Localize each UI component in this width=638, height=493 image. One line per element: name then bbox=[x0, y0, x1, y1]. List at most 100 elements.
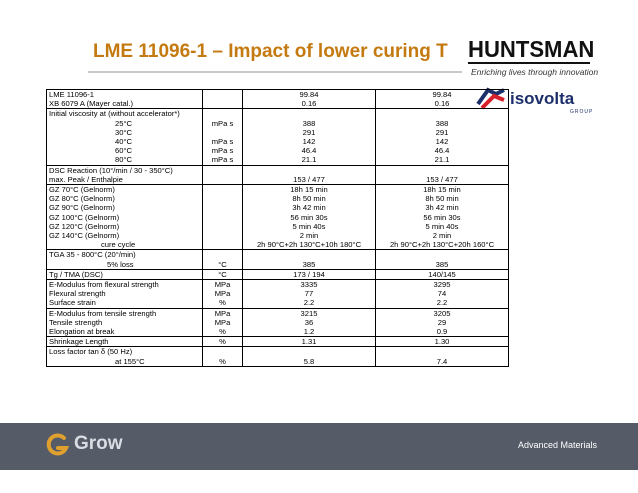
row-value-b-line: 7.4 bbox=[436, 356, 448, 366]
row-value-b-line: 46.4 bbox=[434, 146, 450, 156]
row-unit-cell: MPa MPa% bbox=[202, 307, 243, 338]
row-value-a-line: 142 bbox=[302, 137, 316, 146]
row-label-line: Surface strain bbox=[49, 298, 96, 308]
table-row: TGA 35 - 800°C (20°/min) 5% loss °C 385 385 bbox=[46, 249, 509, 270]
row-value-a-line: 0.16 bbox=[301, 99, 317, 109]
row-value-b-cell: 3295 74 2.2 bbox=[375, 279, 509, 309]
row-value-b-line: 3295 bbox=[433, 280, 451, 290]
row-value-b-line: 29 bbox=[437, 317, 447, 327]
row-value-a-line: 291 bbox=[302, 127, 316, 137]
row-unit-line bbox=[205, 128, 240, 137]
row-label-line: LME 11096-1 bbox=[49, 90, 95, 99]
row-value-a-cell: 153 / 477 bbox=[242, 164, 376, 186]
row-value-a-cell: 5.8 bbox=[242, 346, 376, 367]
row-value-b-line: 3h 42 min bbox=[425, 203, 459, 213]
row-unit-line bbox=[205, 251, 240, 260]
row-unit-line: °C bbox=[218, 259, 227, 269]
row-value-a-cell: 173 / 194 bbox=[242, 268, 376, 281]
row-value-a-line bbox=[245, 110, 373, 119]
table-row: Shrinkage Length% 1.31 1.30 bbox=[46, 336, 509, 348]
row-label-cell: TGA 35 - 800°C (20°/min) 5% loss bbox=[46, 249, 203, 270]
row-value-a-cell: 388 291 142 46.4 21.1 bbox=[242, 108, 376, 166]
row-value-a-line: 18h 15 min bbox=[290, 185, 328, 195]
row-unit-line: % bbox=[219, 337, 226, 347]
row-value-a-line: 46.4 bbox=[301, 146, 317, 156]
table-row: E-Modulus from flexural strength Flexural… bbox=[46, 279, 509, 309]
row-value-a-line: 1.31 bbox=[301, 337, 317, 347]
row-label-cell: Shrinkage Length bbox=[46, 336, 203, 348]
row-value-a-line: 8h 50 min bbox=[292, 194, 326, 204]
row-value-a-line: 3215 bbox=[300, 308, 318, 318]
row-unit-line: MPa bbox=[214, 280, 231, 290]
row-unit-line: mPa s bbox=[211, 118, 234, 128]
row-unit-line: % bbox=[219, 327, 226, 337]
row-unit-cell: MPa MPa% bbox=[202, 279, 243, 309]
row-value-a-cell: 1.31 bbox=[242, 336, 376, 348]
row-unit-line bbox=[205, 203, 240, 212]
row-label-line: Shrinkage Length bbox=[49, 337, 109, 347]
row-value-b-line: 291 bbox=[435, 127, 449, 137]
row-value-a-cell: 3215 36 1.2 bbox=[242, 307, 376, 338]
row-label-line: E-Modulus from tensile strength bbox=[49, 308, 157, 318]
row-label-line: GZ 100°C (Gelnorm) bbox=[49, 212, 120, 222]
row-unit-cell bbox=[202, 88, 243, 110]
isovolta-group-label: GROUP bbox=[570, 109, 594, 115]
row-value-a-line: 388 bbox=[302, 118, 316, 128]
row-label-line: at 155°C bbox=[115, 356, 145, 366]
row-unit-cell bbox=[202, 164, 243, 186]
row-value-b-cell: 385 bbox=[375, 249, 509, 270]
row-unit-line bbox=[205, 91, 240, 100]
row-label-cell: GZ 70°C (Gelnorm) GZ 80°C (Gelnorm) GZ 90°… bbox=[46, 184, 203, 251]
row-value-b-line: 140/145 bbox=[428, 269, 456, 279]
row-value-a-line: 5 min 40s bbox=[292, 221, 326, 231]
row-value-b-line: 142 bbox=[435, 137, 449, 146]
row-label-line: GZ 140°C (Gelnorm) bbox=[49, 231, 120, 241]
row-value-a-cell: 18h 15 min 8h 50 min 3h 42 min 56 min 30s 5 … bbox=[242, 184, 376, 251]
table-row: E-Modulus from tensile strength Tensile s… bbox=[46, 307, 509, 338]
row-value-b-line: 0.16 bbox=[434, 99, 450, 109]
row-label-line: Flexural strength bbox=[49, 289, 106, 299]
row-unit-line: % bbox=[219, 298, 226, 308]
table-row: Initial viscosity at (without accelerato… bbox=[46, 108, 509, 166]
row-value-b-line bbox=[378, 110, 506, 119]
row-label-line: DSC Reaction (10°/min / 30 - 350°C) bbox=[49, 165, 173, 175]
row-value-a-line: 21.1 bbox=[301, 155, 317, 165]
row-unit-line bbox=[205, 231, 240, 240]
row-label-line: Tensile strength bbox=[49, 317, 103, 327]
row-unit-line bbox=[205, 213, 240, 222]
row-label-line: XB 6079 A (Mayer catal.) bbox=[49, 99, 133, 109]
row-label-line: GZ 120°C (Gelnorm) bbox=[49, 221, 120, 231]
row-value-b-line: 21.1 bbox=[434, 155, 450, 165]
row-unit-line: % bbox=[219, 356, 226, 366]
row-unit-line: MPa bbox=[214, 289, 231, 299]
row-value-a-line: 1.2 bbox=[303, 327, 315, 337]
row-value-b-line: 5 min 40s bbox=[425, 221, 459, 231]
row-value-b-line: 74 bbox=[437, 289, 447, 299]
row-value-b-cell: 3205 29 0.9 bbox=[375, 307, 509, 338]
row-value-b-line: 99.84 bbox=[432, 90, 452, 99]
row-value-a-cell: 385 bbox=[242, 249, 376, 270]
table-row: DSC Reaction (10°/min / 30 - 350°C) max. … bbox=[46, 164, 509, 186]
row-label-cell: Initial viscosity at (without accelerato… bbox=[46, 108, 203, 166]
row-value-a-line: 153 / 477 bbox=[293, 174, 325, 184]
table-row: Loss factor tan δ (50 Hz) at 155°C% 5.8 7.4 bbox=[46, 346, 509, 367]
row-label-cell: E-Modulus from flexural strength Flexural… bbox=[46, 279, 203, 309]
row-value-b-line bbox=[378, 251, 506, 260]
row-value-a-cell: 3335 77 2.2 bbox=[242, 279, 376, 309]
row-unit-line bbox=[205, 240, 240, 249]
title-underline bbox=[88, 71, 462, 73]
row-value-a-line: 77 bbox=[304, 289, 314, 299]
row-unit-cell: °C bbox=[202, 268, 243, 281]
row-label-line: 25°C bbox=[115, 118, 132, 128]
row-value-b-line: 153 / 477 bbox=[426, 174, 458, 184]
row-unit-line: MPa bbox=[214, 308, 231, 318]
row-value-a-line bbox=[245, 348, 373, 357]
huntsman-tagline: Enriching lives through innovation bbox=[471, 67, 599, 77]
table-row: GZ 70°C (Gelnorm) GZ 80°C (Gelnorm) GZ 90°… bbox=[46, 184, 509, 251]
slide-title: LME 11096-1 – Impact of lower curing T bbox=[93, 41, 448, 62]
row-value-b-cell: 153 / 477 bbox=[375, 164, 509, 186]
row-label-line: GZ 70°C (Gelnorm) bbox=[49, 185, 115, 195]
row-unit-line bbox=[205, 222, 240, 231]
row-value-b-line: 2 min bbox=[432, 231, 452, 241]
row-unit-cell: % bbox=[202, 346, 243, 367]
